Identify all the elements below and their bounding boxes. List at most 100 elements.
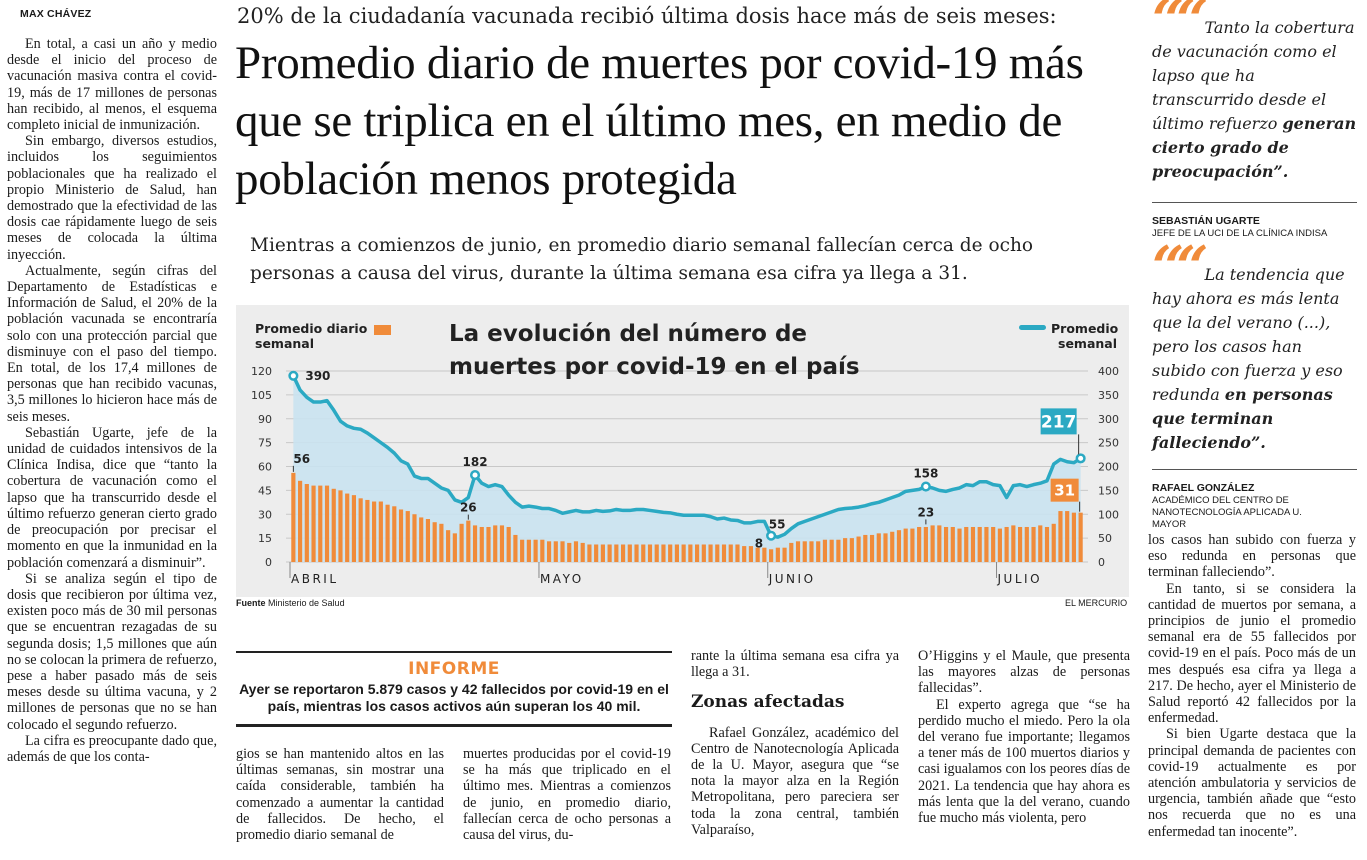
chart-title: La evolución del número de muertes por c… (449, 321, 860, 380)
bar (708, 544, 713, 562)
bar (930, 525, 935, 562)
bar (957, 528, 962, 562)
bar (419, 517, 424, 562)
y-right-tick-label: 350 (1098, 389, 1119, 402)
bar (318, 485, 323, 562)
bar (1004, 526, 1009, 562)
bar (1031, 526, 1036, 562)
source-label: Fuente (236, 598, 266, 608)
bar (923, 526, 928, 562)
bar (735, 544, 740, 562)
month-label: MAYO (540, 572, 584, 586)
bar (540, 539, 545, 562)
bar (365, 499, 370, 562)
quote-author: SEBASTIÁN UGARTE (1152, 215, 1260, 227)
column-c-top: rante la última semana esa cifra ya lleg… (691, 648, 899, 681)
bar (883, 533, 888, 562)
chart-svg: 0 15 30 45 60 75 90 105 120 0 50 100 150 200 250 300 350… (251, 365, 1119, 586)
bar (627, 544, 632, 562)
bar (769, 549, 774, 562)
bar (896, 530, 902, 562)
info-box: INFORME Ayer se reportaron 5.879 casos y… (236, 651, 672, 727)
line-value-label: 217 (1041, 412, 1077, 432)
quote-mark-icon: ““ (1152, 234, 1209, 300)
bar (372, 501, 377, 562)
y-left-tick-label: 105 (251, 389, 272, 402)
series-line (291, 374, 1083, 539)
y-left-tick-label: 60 (258, 461, 272, 474)
bar (964, 526, 969, 562)
bar (358, 498, 363, 562)
section-subtitle: Zonas afectadas (691, 692, 845, 713)
quote-author: RAFAEL GONZÁLEZ (1152, 482, 1255, 494)
month-label: ABRIL (291, 572, 339, 586)
bar (1017, 526, 1023, 562)
line-area (293, 375, 1081, 562)
bar (1024, 526, 1029, 562)
bar (298, 480, 303, 562)
bar (634, 544, 639, 562)
bar (345, 493, 350, 562)
y-right-tick-label: 300 (1098, 413, 1119, 426)
bar (661, 544, 666, 562)
quote-author-role: JEFE DE LA UCI DE LA CLÍNICA INDISA (1152, 228, 1328, 239)
bar (681, 544, 686, 562)
bar (1051, 523, 1056, 562)
column-b2: muertes producidas por el covid-19 se ha… (463, 746, 671, 843)
bar (398, 509, 404, 562)
line-point (920, 481, 931, 492)
bar (674, 544, 679, 562)
bar (553, 541, 558, 562)
pull-quote-ugarte: ““ Tanto la cobertura de vacunación como … (1152, 0, 1357, 240)
column-d: O’Higgins y el Maule, que presenta las m… (918, 648, 1130, 826)
quote-bold: generan cierto grado de preocupación”. (1152, 114, 1357, 181)
bar-value-label: 56 (293, 452, 310, 466)
left-column: En total, a casi un año y medio desde el… (7, 36, 217, 765)
bar (688, 544, 693, 562)
y-right-tick-label: 0 (1098, 556, 1105, 569)
line-value-label: 158 (913, 467, 938, 481)
bar (863, 534, 868, 562)
bar (493, 525, 498, 562)
bar (1038, 525, 1043, 562)
bar (580, 542, 585, 562)
bar (647, 544, 653, 562)
bar (472, 525, 478, 562)
pull-quote-gonzalez: ““ La tendencia que hay ahora es más lent… (1152, 234, 1357, 531)
bar (432, 522, 437, 562)
headline: Promedio diario de muertes por covid-19 … (235, 37, 1084, 205)
bar (755, 547, 760, 562)
column-b2-text: muertes producidas por el covid-19 se ha… (463, 746, 671, 844)
bar (984, 526, 989, 562)
line-point (766, 530, 777, 541)
bar (991, 526, 996, 562)
column-c-body: Rafael González, académico del Centro de… (691, 724, 899, 838)
source-value: Ministerio de Salud (268, 598, 345, 608)
y-left-tick-label: 75 (258, 437, 272, 450)
bar (338, 490, 343, 562)
bar (917, 526, 922, 562)
bar (533, 539, 538, 562)
legend-bars-label: Promedio diario semanal (255, 321, 368, 351)
bar (721, 544, 727, 562)
bar (304, 484, 309, 562)
line-value-label: 55 (769, 518, 786, 532)
bar (546, 541, 552, 562)
quote-text: ““ La tendencia que hay ahora es más lent… (1152, 234, 1357, 455)
bar (890, 531, 895, 562)
legend-bar-swatch (374, 325, 391, 335)
line-value-label: 390 (305, 369, 330, 383)
bar (903, 528, 908, 562)
left-paragraph: Sin embargo, diversos estudios, incluido… (7, 133, 217, 263)
legend-bars: Promedio diario semanal (255, 321, 373, 351)
bar (614, 544, 619, 562)
bar (466, 520, 471, 562)
bar (526, 539, 531, 562)
legend-line: Promedio semanal (1051, 321, 1118, 351)
bar (809, 541, 814, 562)
bar (869, 534, 875, 562)
left-paragraph: Si se analiza según el tipo de dosis que… (7, 570, 217, 733)
left-paragraph: En total, a casi un año y medio desde el… (7, 36, 217, 134)
bar (412, 514, 417, 562)
left-paragraph: La cifra es preocupante dado que, además… (7, 732, 217, 765)
